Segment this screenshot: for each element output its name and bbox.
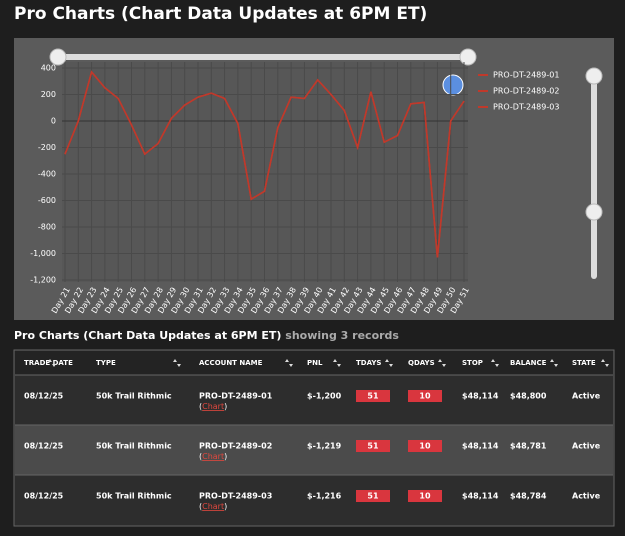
slider-handle[interactable] [585, 203, 603, 221]
chart-link: (Chart) [199, 402, 227, 411]
table-cell: $48,800 [510, 392, 547, 401]
table-cell: PRO-DT-2489-01 [199, 392, 273, 401]
slider-handle[interactable] [585, 67, 603, 85]
page-title: Pro Charts (Chart Data Updates at 6PM ET… [14, 4, 427, 24]
table-cell: $-1,216 [307, 492, 342, 501]
sort-icon[interactable] [285, 359, 293, 367]
y-tick-label: -400 [38, 170, 56, 179]
table-cell: 08/12/25 [24, 392, 64, 401]
table-title: Pro Charts (Chart Data Updates at 6PM ET… [14, 329, 399, 342]
link-paren: ) [224, 452, 227, 461]
column-header: STATE [572, 359, 596, 367]
column-header: TYPE [96, 359, 116, 367]
table-cell: PRO-DT-2489-02 [199, 442, 272, 451]
table-row [15, 475, 613, 525]
badge-text: 51 [367, 442, 379, 451]
table-title-text: Pro Charts (Chart Data Updates at 6PM ET… [14, 329, 281, 342]
table-cell: 50k Trail Rithmic [96, 392, 172, 401]
legend-label: PRO-DT-2489-01 [493, 71, 559, 80]
table-cell: 50k Trail Rithmic [96, 492, 172, 501]
table-cell: Active [572, 442, 601, 451]
legend-label: PRO-DT-2489-03 [493, 103, 559, 112]
table-cell: 08/12/25 [24, 442, 64, 451]
legend-label: PRO-DT-2489-02 [493, 87, 559, 96]
sort-icon[interactable] [333, 359, 341, 367]
y-tick-label: 200 [41, 90, 56, 99]
sort-icon[interactable] [48, 359, 56, 367]
menu-button[interactable] [442, 74, 464, 96]
table-cell: $48,781 [510, 442, 547, 451]
table-row [15, 425, 613, 475]
y-tick-label: -1,000 [30, 249, 56, 258]
link-paren: ( [199, 502, 202, 511]
link-paren: ) [224, 402, 227, 411]
badge-text: 51 [367, 492, 379, 501]
sort-icon[interactable] [550, 359, 558, 367]
y-tick-label: -1,200 [30, 276, 56, 285]
y-tick-label: -800 [38, 223, 56, 232]
badge [408, 490, 442, 502]
column-header: PNL [307, 359, 323, 367]
table-cell: Active [572, 392, 601, 401]
badge [408, 390, 442, 402]
table-subtitle: showing 3 records [285, 329, 399, 342]
sort-icon[interactable] [385, 359, 393, 367]
slider-handle[interactable] [49, 48, 67, 66]
sort-icon[interactable] [173, 359, 181, 367]
column-header: TDAYS [356, 359, 381, 367]
y-tick-label: -600 [38, 196, 56, 205]
table-cell: Active [572, 492, 601, 501]
link-label[interactable]: Chart [202, 402, 224, 411]
table-cell: 08/12/25 [24, 492, 64, 501]
link-paren: ( [199, 402, 202, 411]
badge [408, 440, 442, 452]
table-cell: 50k Trail Rithmic [96, 442, 172, 451]
table-header [15, 351, 613, 375]
column-header: TRADE DATE [24, 359, 73, 367]
badge [356, 490, 390, 502]
badge-text: 10 [419, 392, 431, 401]
link-label[interactable]: Chart [202, 502, 224, 511]
sort-icon[interactable] [601, 359, 609, 367]
column-header: ACCOUNT NAME [199, 359, 263, 367]
line [64, 70, 465, 258]
table-cell: PRO-DT-2489-03 [199, 492, 272, 501]
sort-icon[interactable] [491, 359, 499, 367]
table-cell: $48,114 [462, 442, 499, 451]
y-tick-label: -200 [38, 143, 56, 152]
table-cell: $-1,200 [307, 392, 342, 401]
table-cell: $-1,219 [307, 442, 342, 451]
chart-link: (Chart) [199, 452, 227, 461]
table-cell: $48,784 [510, 492, 547, 501]
badge [356, 440, 390, 452]
badge [356, 390, 390, 402]
table-cell: $48,114 [462, 492, 499, 501]
y-tick-label: 0 [51, 117, 56, 126]
badge-text: 10 [419, 442, 431, 451]
column-header: BALANCE [510, 359, 547, 367]
column-header: QDAYS [408, 359, 435, 367]
sort-icon[interactable] [438, 359, 446, 367]
link-label[interactable]: Chart [202, 452, 224, 461]
badge-text: 10 [419, 492, 431, 501]
table-cell: $48,114 [462, 392, 499, 401]
y-tick-label: 400 [41, 64, 56, 73]
slider-handle[interactable] [459, 48, 477, 66]
link-paren: ( [199, 452, 202, 461]
link-paren: ) [224, 502, 227, 511]
column-header: STOP [462, 359, 483, 367]
table-row [15, 375, 613, 425]
chart-link: (Chart) [199, 502, 227, 511]
badge-text: 51 [367, 392, 379, 401]
